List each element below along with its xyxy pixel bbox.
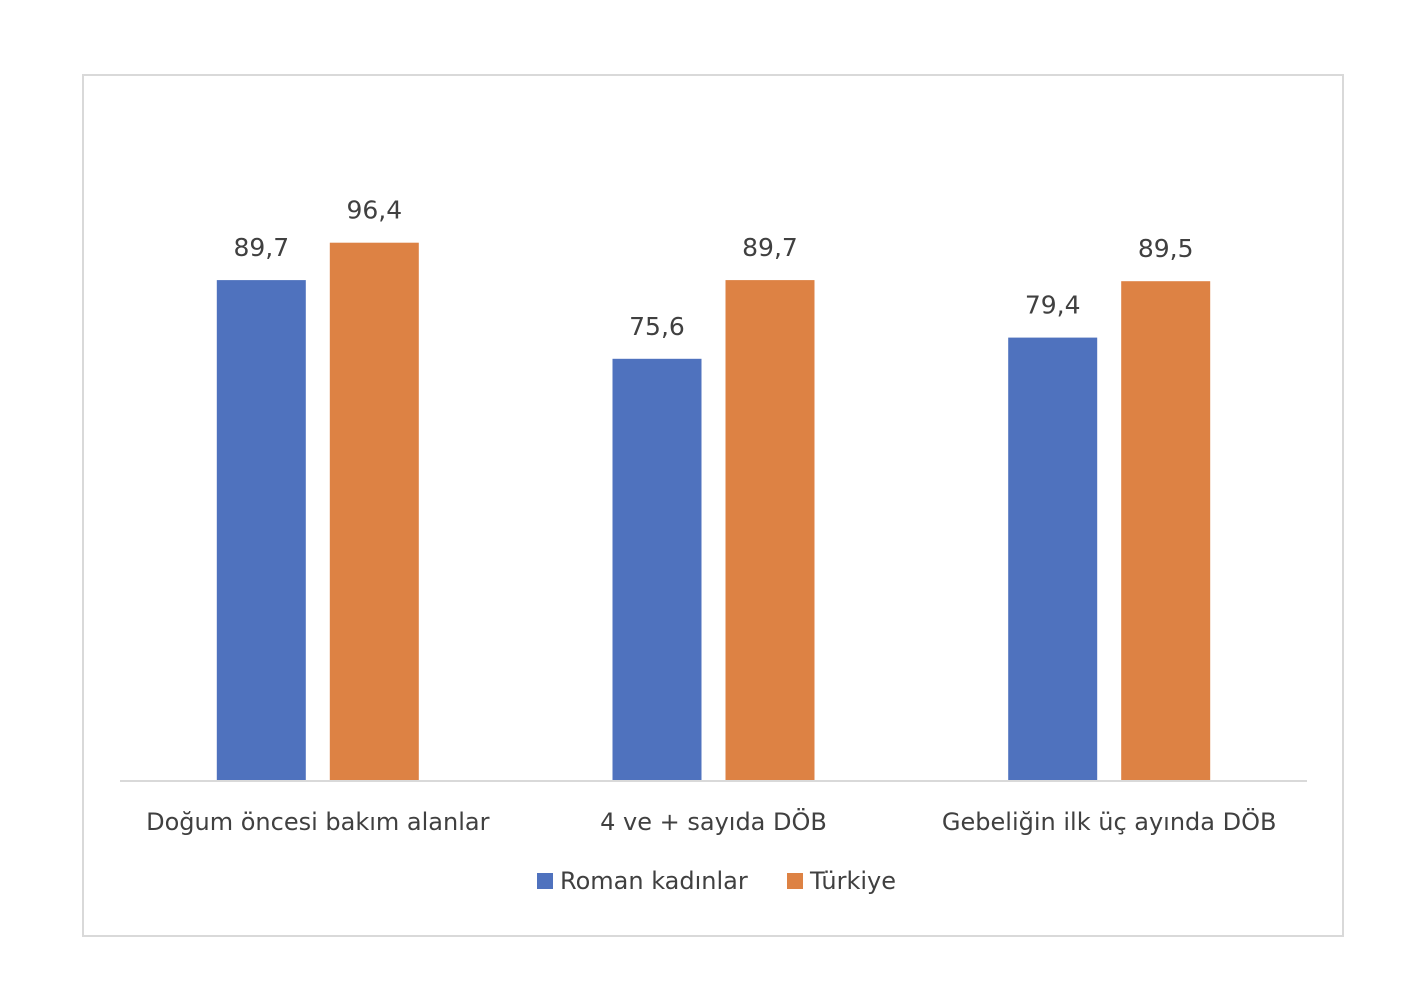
bar-roman-0 — [216, 280, 306, 781]
data-label-turkiye-0: 96,4 — [346, 196, 402, 225]
data-label-roman-0: 89,7 — [233, 233, 289, 262]
bars-layer — [216, 242, 1211, 781]
bar-roman-2 — [1008, 337, 1098, 781]
legend-label-turkiye: Türkiye — [809, 867, 896, 895]
bar-roman-1 — [612, 358, 702, 781]
category-label-2: Gebeliğin ilk üç ayında DÖB — [942, 807, 1277, 836]
bar-turkiye-0 — [329, 242, 419, 781]
labels-layer: 89,7 96,4 75,6 89,7 79,4 89,5 — [233, 196, 1193, 341]
data-label-roman-1: 75,6 — [629, 312, 685, 341]
data-label-roman-2: 79,4 — [1025, 291, 1081, 320]
legend: Roman kadınlar Türkiye — [537, 867, 896, 895]
legend-swatch-roman — [537, 873, 553, 889]
data-label-turkiye-2: 89,5 — [1138, 234, 1194, 263]
bar-turkiye-1 — [725, 280, 815, 781]
legend-swatch-turkiye — [787, 873, 803, 889]
category-label-1: 4 ve + sayıda DÖB — [600, 807, 827, 836]
category-label-0: Doğum öncesi bakım alanlar — [146, 808, 489, 836]
bar-turkiye-2 — [1121, 281, 1211, 781]
legend-label-roman: Roman kadınlar — [560, 867, 748, 895]
category-axis: Doğum öncesi bakım alanlar 4 ve + sayıda … — [146, 807, 1276, 836]
data-label-turkiye-1: 89,7 — [742, 233, 798, 262]
